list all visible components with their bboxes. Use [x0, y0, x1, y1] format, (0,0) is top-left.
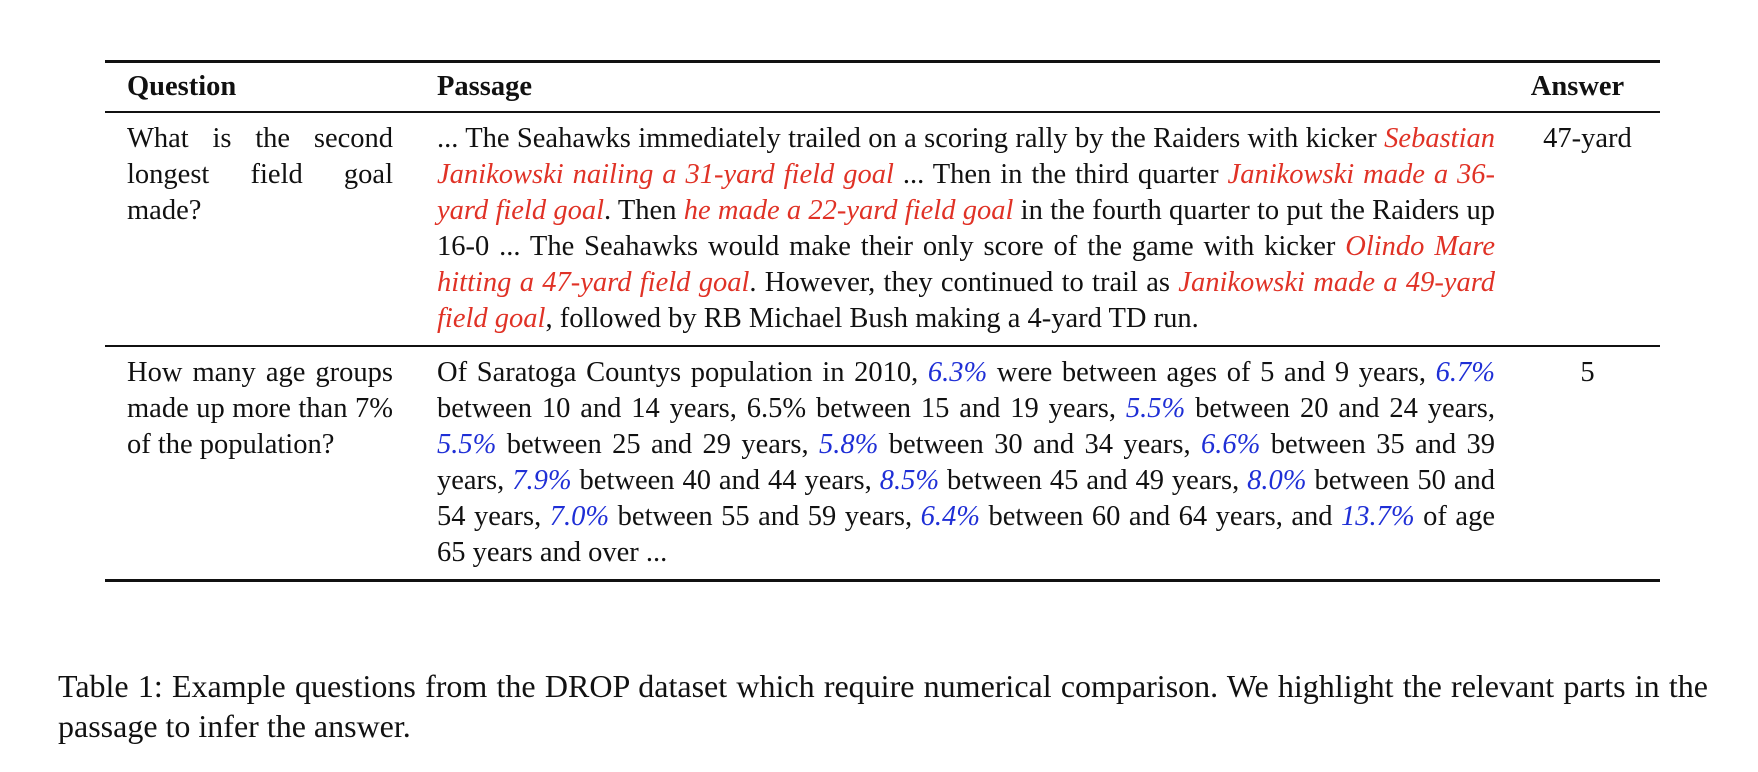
passage-text: between 30 and 34 years, [878, 429, 1201, 460]
passage-text: were between ages of 5 and 9 years, [987, 357, 1436, 388]
answer-cell: 47-yard [1543, 123, 1632, 154]
passage-text: . Then [604, 195, 684, 226]
passage-cell: ... The Seahawks immediately trailed on … [415, 112, 1495, 346]
highlighted-span: 7.0% [549, 501, 610, 532]
highlighted-span: 5.5% [1125, 393, 1186, 424]
passage-text: in the fourth quarter to put the Raiders… [437, 195, 1495, 262]
table-header-row: Question Passage Answer [105, 61, 1660, 112]
header-question: Question [127, 71, 237, 102]
passage-text: between 40 and 44 years, [571, 465, 880, 496]
passage-text: of age 65 years and over ... [437, 501, 1495, 568]
passage-text: between 35 and 39 years, [437, 429, 1495, 496]
passage-text: ... The Seahawks immediately trailed on … [437, 123, 1385, 154]
passage-text: between 20 and 24 years, [1185, 393, 1496, 424]
answer-cell: 5 [1580, 357, 1595, 388]
passage-text: between 55 and 59 years, [609, 501, 921, 532]
highlighted-span: 8.5% [879, 465, 940, 496]
passage-text: ... Then in the third quarter [893, 159, 1228, 190]
highlighted-span: 8.0% [1247, 465, 1307, 496]
highlighted-span: 7.9% [512, 465, 572, 496]
highlighted-span: Janikowski made a 36-yard field goal [437, 159, 1496, 226]
highlighted-span: 6.4% [920, 501, 980, 532]
passage-text: between 45 and 49 years, [939, 465, 1248, 496]
highlighted-span: he made a 22-yard field goal [683, 195, 1014, 226]
passage-text: , followed by RB Michael Bush making a 4… [545, 303, 1199, 334]
drop-examples-table: Question Passage Answer What is the seco… [105, 60, 1660, 582]
highlighted-span: 6.7% [1435, 357, 1496, 388]
passage-text: between 10 and 14 years, 6.5% between 15… [437, 393, 1126, 424]
table-row: What is the second longest field goal ma… [105, 112, 1660, 346]
highlighted-span: Janikowski made a 49-yard field goal [437, 267, 1495, 334]
highlighted-span: 6.3% [927, 357, 988, 388]
header-passage: Passage [437, 71, 532, 102]
header-answer: Answer [1530, 71, 1625, 102]
question-cell: What is the second longest field goal ma… [127, 123, 393, 226]
passage-cell: Of Saratoga Countys population in 2010, … [415, 346, 1495, 581]
highlighted-span: 5.8% [819, 429, 879, 460]
passage-text: between 50 and 54 years, [437, 465, 1495, 532]
passage-text: between 60 and 64 years, and [979, 501, 1342, 532]
table-row: How many age groups made up more than 7%… [105, 346, 1660, 581]
passage-text: Of Saratoga Countys population in 2010, [437, 357, 928, 388]
highlighted-span: 5.5% [437, 429, 497, 460]
table-caption: Table 1: Example questions from the DROP… [58, 668, 1708, 744]
question-cell: How many age groups made up more than 7%… [127, 357, 393, 460]
highlighted-span: Olindo Mare hitting a 47-yard field goal [437, 231, 1496, 298]
passage-text: . However, they continued to trail as [749, 267, 1179, 298]
highlighted-span: Sebastian Janikowski nailing a 31-yard f… [437, 123, 1495, 190]
highlighted-span: 13.7% [1341, 501, 1415, 532]
passage-text: between 25 and 29 years, [496, 429, 819, 460]
highlighted-span: 6.6% [1201, 429, 1261, 460]
